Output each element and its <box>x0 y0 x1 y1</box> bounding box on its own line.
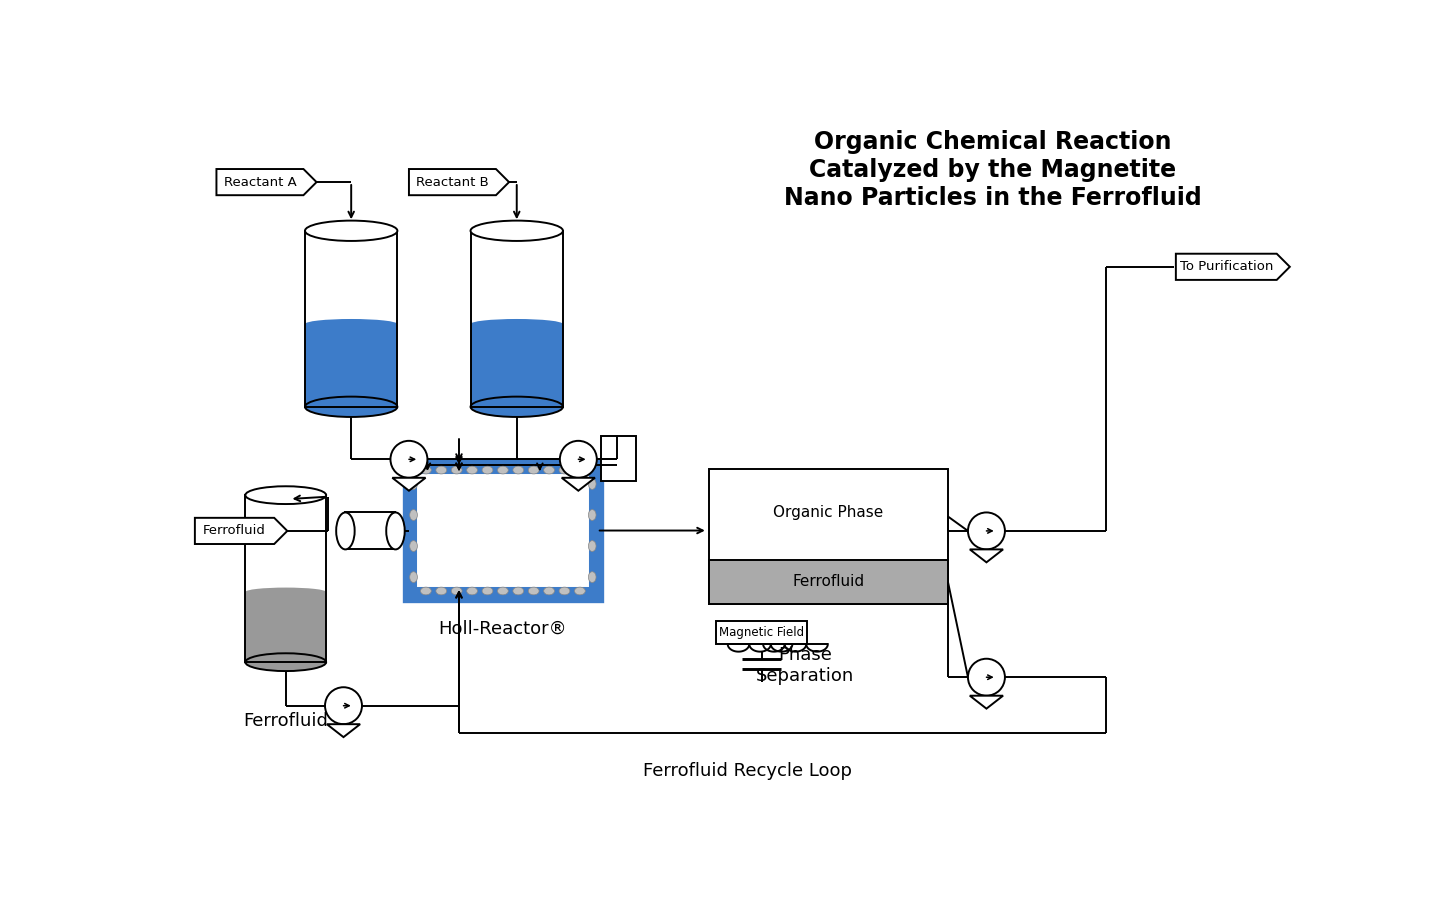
Ellipse shape <box>513 466 524 474</box>
Bar <box>418 475 588 587</box>
Ellipse shape <box>588 509 596 520</box>
Ellipse shape <box>336 512 355 549</box>
Ellipse shape <box>304 221 397 241</box>
Ellipse shape <box>588 540 596 551</box>
Polygon shape <box>970 549 1003 562</box>
Ellipse shape <box>467 587 478 595</box>
Ellipse shape <box>559 466 569 474</box>
Ellipse shape <box>304 319 397 329</box>
Ellipse shape <box>543 466 555 474</box>
Bar <box>716 621 807 644</box>
Text: Phase
Separation: Phase Separation <box>756 646 855 685</box>
Polygon shape <box>562 478 596 490</box>
Ellipse shape <box>467 466 478 474</box>
Circle shape <box>325 687 363 725</box>
Bar <box>409 466 597 596</box>
Polygon shape <box>409 169 510 195</box>
Text: Ferrofluid: Ferrofluid <box>792 575 865 589</box>
Ellipse shape <box>435 466 447 474</box>
Bar <box>470 324 563 407</box>
Ellipse shape <box>451 587 462 595</box>
Bar <box>601 436 636 481</box>
Bar <box>709 469 948 604</box>
Ellipse shape <box>435 587 447 595</box>
Ellipse shape <box>409 540 418 551</box>
Text: To Purification: To Purification <box>1179 261 1273 273</box>
Polygon shape <box>970 696 1003 708</box>
Polygon shape <box>217 169 316 195</box>
Bar <box>245 495 326 662</box>
Ellipse shape <box>421 466 431 474</box>
Ellipse shape <box>409 509 418 520</box>
Text: Reactant B: Reactant B <box>416 175 489 189</box>
Text: Magnetic Field: Magnetic Field <box>719 626 804 639</box>
Polygon shape <box>392 478 425 490</box>
Text: Organic Phase: Organic Phase <box>773 505 884 520</box>
Circle shape <box>968 512 1005 549</box>
Ellipse shape <box>575 587 585 595</box>
Text: Holl-Reactor®: Holl-Reactor® <box>438 619 568 637</box>
Ellipse shape <box>409 572 418 583</box>
Bar <box>245 592 326 662</box>
Ellipse shape <box>513 587 524 595</box>
Ellipse shape <box>421 587 431 595</box>
Ellipse shape <box>588 479 596 489</box>
Ellipse shape <box>470 221 563 241</box>
Bar <box>470 231 563 407</box>
Ellipse shape <box>498 587 508 595</box>
Ellipse shape <box>498 466 508 474</box>
Ellipse shape <box>245 487 326 504</box>
Ellipse shape <box>482 587 494 595</box>
Ellipse shape <box>482 466 494 474</box>
Ellipse shape <box>245 653 326 671</box>
Ellipse shape <box>575 466 585 474</box>
Polygon shape <box>1176 253 1290 280</box>
Ellipse shape <box>451 466 462 474</box>
Ellipse shape <box>470 397 563 417</box>
Text: Ferrofluid: Ferrofluid <box>243 712 328 730</box>
Polygon shape <box>326 725 360 737</box>
Ellipse shape <box>386 512 405 549</box>
Bar <box>345 512 396 549</box>
Bar <box>409 466 597 596</box>
Ellipse shape <box>529 466 539 474</box>
Text: Ferrofluid Recycle Loop: Ferrofluid Recycle Loop <box>644 762 852 780</box>
Text: Organic Chemical Reaction
Catalyzed by the Magnetite
Nano Particles in the Ferro: Organic Chemical Reaction Catalyzed by t… <box>783 130 1201 210</box>
Ellipse shape <box>470 319 563 329</box>
Circle shape <box>390 440 428 478</box>
Ellipse shape <box>588 572 596 583</box>
Polygon shape <box>195 518 287 544</box>
Ellipse shape <box>245 587 326 597</box>
Ellipse shape <box>543 587 555 595</box>
Text: Ferrofluid: Ferrofluid <box>202 525 266 538</box>
Bar <box>709 559 948 604</box>
Circle shape <box>561 440 597 478</box>
Ellipse shape <box>559 587 569 595</box>
Text: Reactant A: Reactant A <box>224 175 297 189</box>
Bar <box>304 231 397 407</box>
Ellipse shape <box>409 479 418 489</box>
Bar <box>304 324 397 407</box>
Ellipse shape <box>529 587 539 595</box>
Ellipse shape <box>304 397 397 417</box>
Circle shape <box>968 658 1005 696</box>
